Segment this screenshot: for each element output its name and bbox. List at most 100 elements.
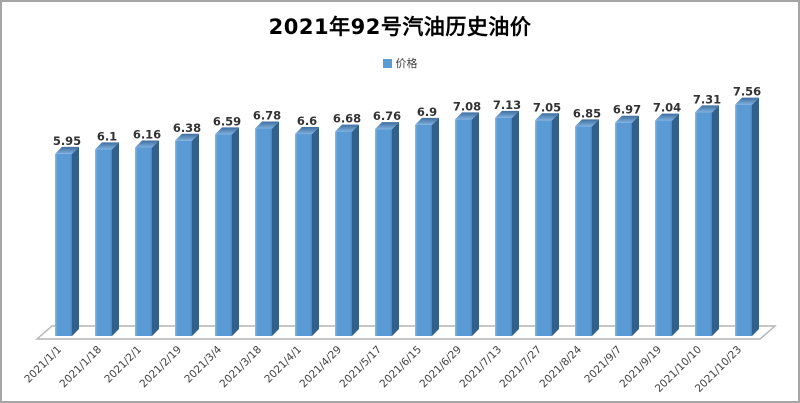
bar-side-face bbox=[512, 110, 519, 337]
bar-top-face bbox=[455, 112, 479, 120]
bar-value-label: 6.76 bbox=[373, 109, 401, 123]
bar-top-face bbox=[495, 110, 519, 118]
bar-side-face bbox=[72, 146, 79, 336]
bar-front-face bbox=[335, 131, 352, 336]
bar-top-face bbox=[175, 133, 199, 141]
bar-top-face bbox=[215, 127, 239, 135]
bar-column: 7.56 bbox=[733, 85, 761, 336]
x-axis-tick-label: 2021/7/13 bbox=[458, 344, 505, 391]
bar-front-face bbox=[615, 122, 632, 336]
bar-column: 7.04 bbox=[653, 101, 681, 337]
bar-column: 7.13 bbox=[493, 98, 521, 337]
bar-column: 7.08 bbox=[453, 99, 481, 337]
bar-front-face bbox=[535, 120, 552, 337]
bar-column: 6.68 bbox=[333, 112, 361, 336]
bar-front-face bbox=[295, 134, 312, 336]
bar-column: 6.76 bbox=[373, 109, 401, 336]
bar-side-face bbox=[592, 119, 599, 336]
bar-front-face bbox=[55, 153, 72, 336]
bar-side-face bbox=[672, 113, 679, 337]
bar-column: 7.31 bbox=[693, 92, 721, 337]
bar-column: 6.16 bbox=[133, 128, 161, 336]
bar-side-face bbox=[712, 105, 719, 337]
x-axis-tick-label: 2021/9/7 bbox=[582, 344, 624, 386]
legend: 价格 bbox=[2, 55, 798, 71]
bar-top-face bbox=[575, 119, 599, 127]
bar-value-label: 7.56 bbox=[733, 85, 761, 99]
bar-front-face bbox=[455, 119, 472, 337]
bar-top-face bbox=[55, 146, 79, 154]
bar-side-face bbox=[232, 127, 239, 336]
bar-top-face bbox=[335, 124, 359, 132]
bar-front-face bbox=[655, 120, 672, 337]
bar-front-face bbox=[415, 124, 432, 336]
bar-top-face bbox=[655, 113, 679, 121]
bar-top-face bbox=[535, 113, 559, 121]
bar-top-face bbox=[95, 142, 119, 150]
x-axis-tick-label: 2021/6/15 bbox=[378, 344, 425, 391]
bar-front-face bbox=[495, 117, 512, 337]
bar-column: 6.59 bbox=[213, 114, 241, 336]
bar-side-face bbox=[552, 113, 559, 337]
bar-value-label: 6.9 bbox=[417, 105, 437, 119]
bar-value-label: 6.6 bbox=[297, 114, 317, 128]
bar-side-face bbox=[752, 97, 759, 336]
x-axis-tick-label: 2021/2/1 bbox=[102, 344, 144, 386]
bar-side-face bbox=[352, 124, 359, 336]
bar-value-label: 7.04 bbox=[653, 101, 681, 115]
bar-side-face bbox=[192, 133, 199, 336]
bar-top-face bbox=[735, 97, 759, 105]
bar-front-face bbox=[95, 149, 112, 336]
bar-top-face bbox=[135, 140, 159, 148]
x-axis-tick-label: 2021/5/17 bbox=[338, 344, 385, 391]
bar-value-label: 6.85 bbox=[573, 106, 601, 120]
bar-top-face bbox=[415, 117, 439, 125]
bar-front-face bbox=[695, 112, 712, 337]
bar-side-face bbox=[112, 142, 119, 336]
bar-side-face bbox=[432, 117, 439, 336]
bar-column: 6.9 bbox=[415, 105, 439, 336]
bar-value-label: 7.13 bbox=[493, 98, 521, 112]
x-axis-tick-label: 2021/8/24 bbox=[538, 343, 585, 390]
bar-top-face bbox=[295, 127, 319, 135]
bar-value-label: 6.59 bbox=[213, 114, 241, 128]
bar-front-face bbox=[375, 129, 392, 336]
bar-column: 6.38 bbox=[173, 121, 201, 336]
bar-front-face bbox=[135, 147, 152, 336]
bar-front-face bbox=[575, 126, 592, 336]
bar-column: 6.78 bbox=[253, 109, 281, 336]
x-axis-tick-label: 2021/1/1 bbox=[22, 344, 64, 386]
bar-value-label: 6.16 bbox=[133, 128, 161, 142]
bar-front-face bbox=[735, 104, 752, 336]
bar-column: 6.85 bbox=[573, 106, 601, 336]
bar-side-face bbox=[312, 127, 319, 336]
bar-value-label: 7.31 bbox=[693, 92, 721, 106]
bar-value-label: 7.05 bbox=[533, 100, 561, 114]
bar-side-face bbox=[632, 115, 639, 336]
bar-value-label: 6.1 bbox=[97, 129, 117, 143]
bar-column: 6.97 bbox=[613, 103, 641, 336]
x-axis-tick-label: 2021/6/29 bbox=[418, 344, 465, 391]
x-axis-tick-label: 2021/1/18 bbox=[58, 344, 105, 391]
legend-label: 价格 bbox=[395, 57, 418, 70]
bar-column: 7.05 bbox=[533, 100, 561, 337]
bar-front-face bbox=[175, 140, 192, 336]
bar-value-label: 7.08 bbox=[453, 99, 481, 113]
bar-value-label: 6.68 bbox=[333, 112, 361, 126]
x-axis-tick-label: 2021/2/19 bbox=[138, 344, 185, 391]
bar-column: 5.95 bbox=[53, 134, 81, 336]
bar-value-label: 6.78 bbox=[253, 109, 281, 123]
x-axis-tick-label: 2021/3/4 bbox=[182, 343, 224, 385]
bar-side-face bbox=[272, 121, 279, 336]
x-axis-tick-label: 2021/7/27 bbox=[498, 344, 545, 391]
bar-column: 6.1 bbox=[95, 129, 119, 336]
bar-top-face bbox=[695, 105, 719, 113]
bar-value-label: 6.97 bbox=[613, 103, 641, 117]
x-axis-tick-label: 2021/3/18 bbox=[218, 344, 265, 391]
price-series-swatch-icon bbox=[382, 58, 392, 68]
bar-side-face bbox=[392, 122, 399, 336]
x-axis-tick-label: 2021/4/1 bbox=[262, 344, 304, 386]
bar-front-face bbox=[255, 128, 272, 336]
